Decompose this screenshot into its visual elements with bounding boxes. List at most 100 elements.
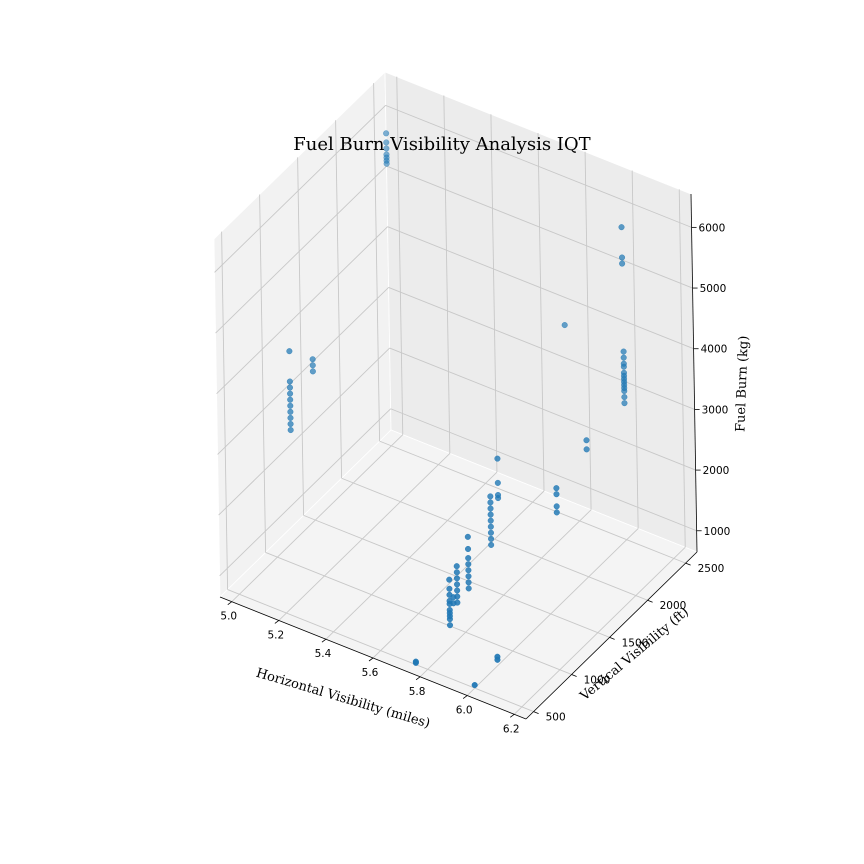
scatter-point xyxy=(465,561,472,568)
scatter-point xyxy=(465,579,472,586)
scatter-point xyxy=(495,495,502,502)
scatter-point xyxy=(454,587,461,594)
grid-line-z xyxy=(216,226,388,395)
grid-line-y xyxy=(227,589,534,712)
grid-line-x xyxy=(443,95,451,454)
scatter-point xyxy=(286,384,294,391)
x-tick xyxy=(509,713,515,718)
scatter-point xyxy=(287,414,294,421)
y-tick-label: 2500 xyxy=(698,563,725,575)
scatter-point xyxy=(287,396,294,403)
z-tick-label: 1000 xyxy=(704,526,731,538)
scatter-point xyxy=(583,437,590,444)
scatter-point xyxy=(494,479,501,486)
y-tick-label: 500 xyxy=(546,712,566,724)
z-tick-label: 2000 xyxy=(703,465,730,477)
y-tick xyxy=(685,562,691,566)
scatter-point xyxy=(453,581,461,588)
y-tick xyxy=(533,711,539,714)
grid-line-x xyxy=(419,509,592,678)
x-axis-label: Horizontal Visibility (miles) xyxy=(254,666,431,732)
scatter-point xyxy=(383,139,390,146)
grid-line-y xyxy=(373,83,381,442)
scatter-point xyxy=(488,541,495,548)
grid-line-z xyxy=(218,347,390,516)
scatter-point xyxy=(494,656,501,663)
z-axis-line xyxy=(690,193,698,553)
scatter-point xyxy=(464,533,471,540)
scatter-point xyxy=(446,616,453,623)
scatter-point xyxy=(618,224,625,231)
z-tick-label: 4000 xyxy=(701,344,728,356)
scatter-point xyxy=(286,348,293,355)
scatter-point xyxy=(487,517,494,524)
scatter-point xyxy=(494,455,501,462)
scatter-point xyxy=(465,573,472,580)
y-tick-label: 2000 xyxy=(660,600,687,612)
y-tick xyxy=(647,599,653,603)
grid-line-z xyxy=(390,408,697,532)
grid-line-x xyxy=(631,170,639,529)
z-tick-label: 5000 xyxy=(700,283,727,295)
x-tick-label: 6.2 xyxy=(503,723,520,735)
scatter-point xyxy=(446,600,453,607)
scatter-point xyxy=(471,682,478,689)
grid-line-x xyxy=(466,528,639,696)
scatter-point xyxy=(412,659,419,666)
scatter-point xyxy=(487,535,495,542)
grid-line-y xyxy=(221,231,229,590)
scatter-point xyxy=(446,576,453,583)
scatter-point xyxy=(383,160,390,167)
scatter-point xyxy=(453,563,460,570)
y-tick-label: 1500 xyxy=(622,637,649,649)
scatter-point xyxy=(487,493,494,500)
grid-line-z xyxy=(215,165,387,334)
scatter-point xyxy=(309,368,316,375)
scatter-point xyxy=(446,591,453,598)
scatter-point xyxy=(286,378,293,385)
grid-line-x xyxy=(513,546,686,715)
x-tick xyxy=(462,695,468,699)
grid-line-y xyxy=(379,440,686,564)
scatter-point xyxy=(309,356,316,363)
grid-line-x xyxy=(537,132,545,492)
scatter-point xyxy=(487,523,494,530)
grid-line-z xyxy=(389,347,696,471)
scatter-point xyxy=(287,390,294,397)
grid-line-z xyxy=(385,104,692,228)
scatter-point xyxy=(287,402,294,409)
scatter-point xyxy=(309,362,316,369)
scatter-point xyxy=(465,555,472,562)
grid-line-y xyxy=(259,194,267,553)
scatter-point xyxy=(287,408,294,415)
scatter-point xyxy=(465,585,472,592)
scatter-point xyxy=(621,394,628,401)
scatter-point xyxy=(561,322,568,329)
scatter-point xyxy=(553,509,560,516)
scatter-point xyxy=(383,145,390,152)
scatter-point xyxy=(453,569,460,576)
x-tick-label: 5.0 xyxy=(220,611,237,623)
grid-line-y xyxy=(335,120,343,479)
x-tick-label: 5.4 xyxy=(315,648,332,660)
scatter-point xyxy=(464,545,472,553)
scatter-point xyxy=(383,130,390,137)
scatter-point xyxy=(620,354,627,361)
grid-line-x xyxy=(231,434,404,603)
scatter-point xyxy=(453,575,460,582)
grid-line-y xyxy=(341,477,648,601)
grid-line-x xyxy=(278,453,451,621)
scatter-point xyxy=(465,567,472,574)
grid-line-z xyxy=(214,105,386,273)
scatter-point xyxy=(621,400,628,407)
z-tick-label: 6000 xyxy=(699,222,726,234)
x-tick-label: 5.6 xyxy=(362,667,379,679)
scatter-point xyxy=(487,499,494,506)
data-points xyxy=(286,130,628,689)
y-axis-line xyxy=(525,551,698,720)
chart-title: Fuel Burn Visibility Analysis IQT xyxy=(293,134,590,155)
scatter-point xyxy=(446,622,454,629)
y-tick xyxy=(609,636,615,640)
x-tick xyxy=(368,657,374,662)
